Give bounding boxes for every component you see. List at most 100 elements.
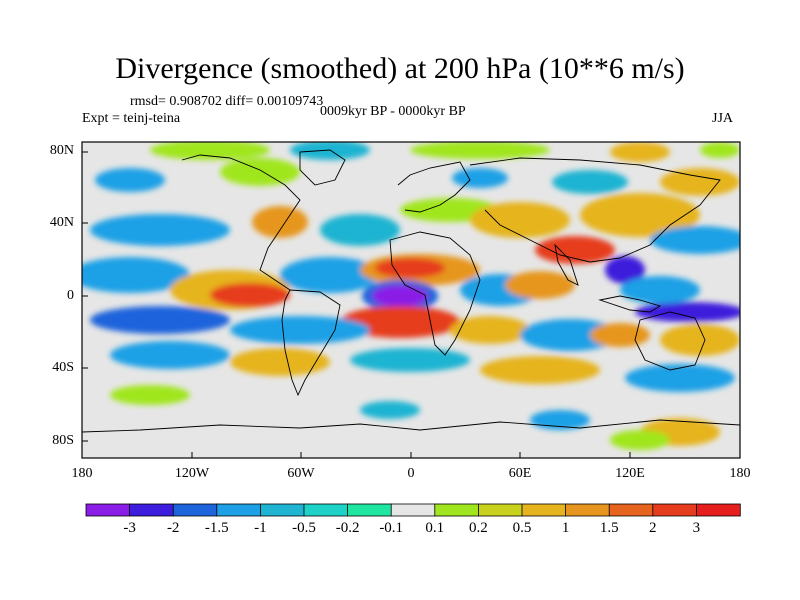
colorbar-label: -1	[254, 520, 267, 536]
colorbar-label: -2	[166, 520, 180, 536]
field-patch	[110, 341, 230, 369]
field-patch	[520, 319, 620, 351]
colorbar-swatch	[390, 503, 436, 517]
field-patch	[450, 316, 530, 344]
field-patch	[90, 306, 230, 334]
field-patch	[620, 276, 700, 304]
colorbar-swatch	[608, 503, 654, 517]
field-patch	[660, 324, 740, 356]
coastline-asia	[469, 157, 721, 263]
coastline-india	[554, 243, 579, 286]
y-tick-label: 0	[67, 288, 74, 303]
field-patch	[590, 323, 650, 347]
field-patch	[350, 348, 470, 372]
field-patch	[625, 364, 735, 392]
colorbar-swatch	[652, 503, 698, 517]
colorbar-label: -0.2	[335, 520, 360, 536]
coastlines	[82, 149, 740, 433]
period-label: 0009kyr BP - 0000kyr BP	[320, 104, 466, 119]
colorbar-label: 0.5	[512, 520, 532, 536]
colorbar-label: -3	[123, 520, 136, 536]
field-patch	[480, 356, 600, 384]
field-patch	[505, 271, 575, 299]
y-tick-label: 40N	[49, 215, 74, 230]
field-patch	[580, 193, 700, 237]
field-patch	[650, 226, 740, 254]
colorbar-swatch	[259, 503, 305, 517]
y-tick-label: 80N	[49, 143, 74, 158]
field-patch	[452, 168, 508, 188]
coastline-antarctica	[82, 419, 740, 433]
field-patch	[605, 256, 645, 284]
x-tick-label: 0	[407, 466, 415, 481]
colorbar-swatch	[696, 503, 741, 517]
coastline-africa	[389, 231, 481, 356]
field-patch	[82, 257, 190, 293]
colorbar-swatch	[85, 503, 131, 517]
field-patch	[90, 214, 230, 246]
experiment-label: Expt = teinj-teina	[82, 111, 181, 126]
field-patch	[610, 430, 670, 450]
x-tick-label: 180	[71, 466, 93, 481]
field-patch	[220, 158, 300, 186]
coastline-maritime-continent	[598, 295, 662, 313]
coastline-south-america	[281, 289, 341, 397]
colorbar-swatch	[521, 503, 567, 517]
colorbar-swatch	[216, 503, 262, 517]
colorbar-swatch	[347, 503, 392, 517]
field-patch	[230, 348, 330, 376]
field-patch	[610, 142, 670, 162]
colorbar-swatch	[434, 503, 480, 517]
map-panel	[81, 141, 741, 459]
field-patch	[635, 302, 740, 322]
colorbar	[85, 503, 741, 517]
colorbar-swatch	[565, 503, 610, 517]
field-patch	[95, 168, 165, 192]
field-patch	[320, 214, 400, 246]
x-tick-label: 180	[729, 466, 751, 481]
x-tick-label: 120W	[174, 466, 210, 481]
colorbar-label: -0.1	[379, 520, 404, 536]
field-patch	[372, 285, 428, 307]
coastline-north-america	[181, 154, 301, 291]
field-patch	[290, 142, 370, 160]
field-patch	[230, 316, 370, 344]
field-patch	[150, 142, 270, 160]
colorbar-swatch	[129, 503, 174, 517]
coastline-greenland	[299, 149, 346, 186]
field-patch	[535, 236, 615, 264]
y-tick-label: 80S	[52, 433, 74, 448]
field-patch	[660, 168, 740, 196]
y-tick-label: 40S	[52, 360, 74, 375]
axis-ticks	[81, 151, 741, 458]
x-tick-label: 120E	[615, 466, 645, 481]
colorbar-label: -1.5	[204, 520, 229, 536]
field-patch	[530, 410, 590, 430]
field-patch	[470, 202, 570, 238]
field-patch	[252, 206, 308, 238]
stats-label: rmsd= 0.908702 diff= 0.00109743	[130, 94, 324, 109]
field-patch	[375, 258, 445, 278]
figure-title: Divergence (smoothed) at 200 hPa (10**6 …	[115, 52, 685, 85]
colorbar-label: -0.5	[292, 520, 316, 536]
field-patch	[700, 142, 740, 158]
divergence-field	[82, 142, 740, 450]
coastline-australia	[634, 311, 706, 371]
coastline-europe	[397, 161, 471, 213]
colorbar-label: 2	[649, 520, 657, 536]
x-tick-label: 60E	[508, 466, 532, 481]
colorbar-label: 3	[692, 520, 701, 536]
colorbar-label: 1.5	[599, 520, 619, 536]
field-patch	[110, 385, 190, 405]
colorbar-label: 0.2	[469, 520, 488, 536]
colorbar-label: 1	[561, 520, 570, 536]
colorbar-swatch	[303, 503, 349, 517]
field-patch	[410, 142, 550, 159]
field-patch	[360, 401, 420, 419]
colorbar-swatch	[172, 503, 218, 517]
x-tick-label: 60W	[287, 466, 315, 481]
colorbar-swatch	[477, 503, 523, 517]
field-patch	[552, 170, 628, 194]
season-label: JJA	[712, 111, 734, 126]
